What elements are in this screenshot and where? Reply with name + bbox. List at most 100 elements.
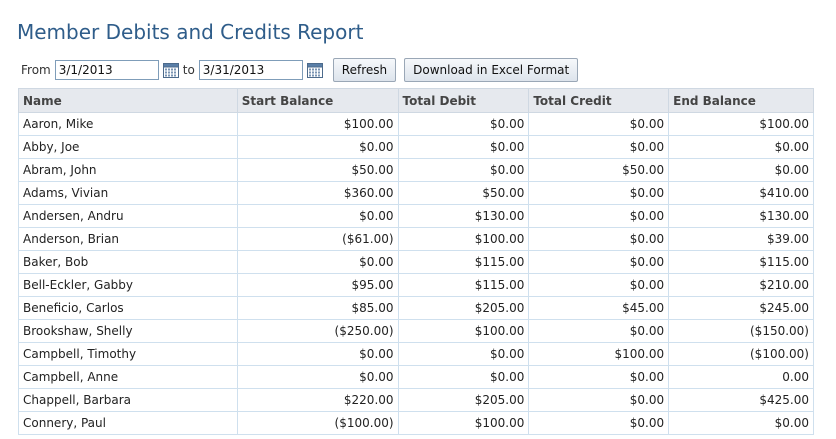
start-balance-cell: $100.00 xyxy=(236,112,399,136)
end-balance-cell: $39.00 xyxy=(668,227,814,251)
table-row: Campbell, Timothy $0.00 $0.00 $100.00 ($100.… xyxy=(18,342,814,366)
member-name-cell: Campbell, Anne xyxy=(18,365,238,389)
total-debit-cell: $115.00 xyxy=(397,273,530,297)
start-balance-cell: $0.00 xyxy=(236,204,399,228)
member-name-cell: Brookshaw, Shelly xyxy=(18,319,238,343)
table-row: Bell-Eckler, Gabby $95.00 $115.00 $0.00 $210… xyxy=(18,273,814,297)
column-header-total-credit[interactable]: Total Credit xyxy=(528,88,670,113)
start-balance-cell: $360.00 xyxy=(236,181,399,205)
total-credit-cell: $0.00 xyxy=(528,319,670,343)
member-name-cell: Baker, Bob xyxy=(18,250,238,274)
total-debit-cell: $0.00 xyxy=(397,158,530,182)
start-balance-cell: $95.00 xyxy=(236,273,399,297)
start-balance-cell: $0.00 xyxy=(236,342,399,366)
member-name-cell: Connery, Paul xyxy=(18,411,238,435)
end-balance-cell: $245.00 xyxy=(668,296,814,320)
download-excel-button[interactable]: Download in Excel Format xyxy=(404,58,579,82)
total-debit-cell: $100.00 xyxy=(397,227,530,251)
start-balance-cell: $0.00 xyxy=(236,135,399,159)
total-debit-cell: $205.00 xyxy=(397,296,530,320)
table-row: Connery, Paul ($100.00) $100.00 $0.00 $0.00 xyxy=(18,411,814,435)
end-balance-cell: $0.00 xyxy=(668,158,814,182)
total-credit-cell: $0.00 xyxy=(528,273,670,297)
calendar-icon[interactable] xyxy=(306,62,323,78)
total-credit-cell: $0.00 xyxy=(528,112,670,136)
end-balance-cell: $0.00 xyxy=(668,135,814,159)
total-credit-cell: $0.00 xyxy=(528,250,670,274)
column-header-total-debit[interactable]: Total Debit xyxy=(397,88,530,113)
table-row: Andersen, Andru $0.00 $130.00 $0.00 $130.00 xyxy=(18,204,814,228)
total-debit-cell: $100.00 xyxy=(397,411,530,435)
end-balance-cell: $210.00 xyxy=(668,273,814,297)
member-name-cell: Andersen, Andru xyxy=(18,204,238,228)
table-row: Anderson, Brian ($61.00) $100.00 $0.00 $39.0… xyxy=(18,227,814,251)
total-credit-cell: $0.00 xyxy=(528,181,670,205)
table-row: Aaron, Mike $100.00 $0.00 $0.00 $100.00 xyxy=(18,112,814,136)
table-row: Abby, Joe $0.00 $0.00 $0.00 $0.00 xyxy=(18,135,814,159)
end-balance-cell: $115.00 xyxy=(668,250,814,274)
table-row: Beneficio, Carlos $85.00 $205.00 $45.00 $245… xyxy=(18,296,814,320)
total-credit-cell: $0.00 xyxy=(528,365,670,389)
table-row: Baker, Bob $0.00 $115.00 $0.00 $115.00 xyxy=(18,250,814,274)
end-balance-cell: 0.00 xyxy=(668,365,814,389)
member-name-cell: Anderson, Brian xyxy=(18,227,238,251)
end-balance-cell: $130.00 xyxy=(668,204,814,228)
total-debit-cell: $100.00 xyxy=(397,319,530,343)
table-row: Abram, John $50.00 $0.00 $50.00 $0.00 xyxy=(18,158,814,182)
end-balance-cell: ($150.00) xyxy=(668,319,814,343)
total-debit-cell: $0.00 xyxy=(397,112,530,136)
member-name-cell: Adams, Vivian xyxy=(18,181,238,205)
table-body: Aaron, Mike $100.00 $0.00 $0.00 $100.00 Abby,… xyxy=(18,112,814,435)
member-name-cell: Abby, Joe xyxy=(18,135,238,159)
total-debit-cell: $130.00 xyxy=(397,204,530,228)
total-credit-cell: $0.00 xyxy=(528,204,670,228)
column-header-start-balance[interactable]: Start Balance xyxy=(236,88,399,113)
member-name-cell: Chappell, Barbara xyxy=(18,388,238,412)
calendar-icon[interactable] xyxy=(162,62,179,78)
column-header-name[interactable]: Name xyxy=(18,88,238,113)
start-balance-cell: $0.00 xyxy=(236,250,399,274)
end-balance-cell: $100.00 xyxy=(668,112,814,136)
to-date-input[interactable] xyxy=(198,60,303,80)
end-balance-cell: $425.00 xyxy=(668,388,814,412)
from-date-input[interactable] xyxy=(54,60,159,80)
member-name-cell: Abram, John xyxy=(18,158,238,182)
total-debit-cell: $205.00 xyxy=(397,388,530,412)
table-header-row: Name Start Balance Total Debit Total Cre… xyxy=(18,88,814,113)
table-row: Brookshaw, Shelly ($250.00) $100.00 $0.00 ($… xyxy=(18,319,814,343)
to-label: to xyxy=(182,63,195,77)
refresh-button[interactable]: Refresh xyxy=(332,58,397,82)
total-credit-cell: $100.00 xyxy=(528,342,670,366)
total-debit-cell: $115.00 xyxy=(397,250,530,274)
start-balance-cell: $0.00 xyxy=(236,365,399,389)
total-credit-cell: $50.00 xyxy=(528,158,670,182)
member-name-cell: Campbell, Timothy xyxy=(18,342,238,366)
end-balance-cell: $0.00 xyxy=(668,411,814,435)
start-balance-cell: $85.00 xyxy=(236,296,399,320)
table-row: Adams, Vivian $360.00 $50.00 $0.00 $410.00 xyxy=(18,181,814,205)
page-title: Member Debits and Credits Report xyxy=(17,20,364,44)
total-credit-cell: $0.00 xyxy=(528,135,670,159)
total-debit-cell: $0.00 xyxy=(397,135,530,159)
total-credit-cell: $0.00 xyxy=(528,227,670,251)
start-balance-cell: ($100.00) xyxy=(236,411,399,435)
start-balance-cell: $220.00 xyxy=(236,388,399,412)
from-label: From xyxy=(21,63,51,77)
start-balance-cell: ($61.00) xyxy=(236,227,399,251)
report-table: Name Start Balance Total Debit Total Cre… xyxy=(18,88,814,435)
member-name-cell: Aaron, Mike xyxy=(18,112,238,136)
end-balance-cell: ($100.00) xyxy=(668,342,814,366)
total-debit-cell: $0.00 xyxy=(397,365,530,389)
member-name-cell: Bell-Eckler, Gabby xyxy=(18,273,238,297)
column-header-end-balance[interactable]: End Balance xyxy=(668,88,814,113)
total-debit-cell: $0.00 xyxy=(397,342,530,366)
table-row: Chappell, Barbara $220.00 $205.00 $0.00 $425… xyxy=(18,388,814,412)
start-balance-cell: $50.00 xyxy=(236,158,399,182)
end-balance-cell: $410.00 xyxy=(668,181,814,205)
member-name-cell: Beneficio, Carlos xyxy=(18,296,238,320)
date-filter-bar: From to Refresh Download in Excel Format xyxy=(21,57,579,83)
total-credit-cell: $45.00 xyxy=(528,296,670,320)
total-debit-cell: $50.00 xyxy=(397,181,530,205)
total-credit-cell: $0.00 xyxy=(528,388,670,412)
start-balance-cell: ($250.00) xyxy=(236,319,399,343)
